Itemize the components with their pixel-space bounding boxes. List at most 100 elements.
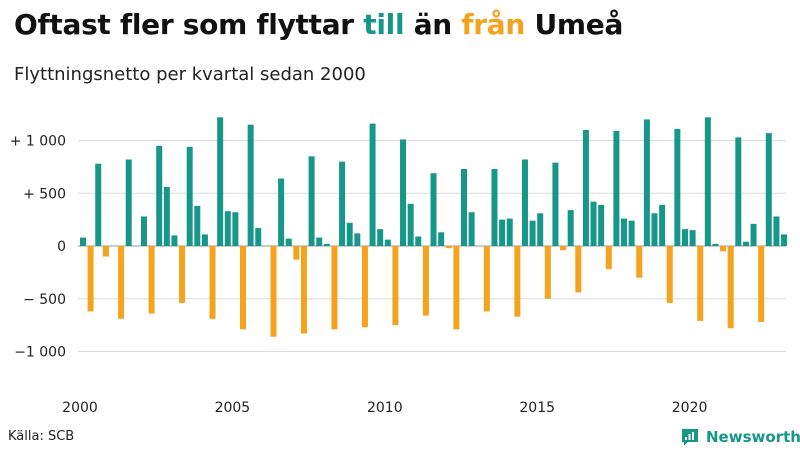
bar (346, 222, 353, 246)
bar (339, 161, 346, 246)
x-tick-label: 2010 (367, 400, 403, 416)
bars (80, 117, 788, 337)
y-tick-label: −1 000 (14, 345, 66, 361)
bar (163, 186, 170, 246)
bar (758, 246, 765, 322)
chart-title: Oftast fler som flyttar till än från Ume… (14, 2, 623, 48)
bar (445, 246, 452, 249)
title-suffix: Umeå (525, 8, 624, 41)
bar (369, 123, 376, 246)
bar (674, 128, 681, 246)
bar (384, 239, 391, 246)
bar (285, 238, 292, 246)
bar (316, 237, 323, 246)
bar (575, 246, 582, 293)
bar (140, 216, 147, 246)
bar (438, 232, 445, 246)
bar (704, 117, 711, 246)
y-axis-ticks: + 1 000 + 500 0 − 500 −1 000 (10, 134, 66, 361)
bar (483, 246, 490, 312)
y-tick-label: − 500 (23, 292, 66, 308)
bar (697, 246, 704, 321)
bar (148, 246, 155, 314)
bar (354, 233, 361, 246)
bar (422, 246, 429, 316)
x-tick-label: 2015 (519, 400, 555, 416)
bar (361, 246, 368, 328)
bar (270, 246, 277, 337)
bar (247, 124, 254, 246)
bar (407, 203, 414, 246)
bar (308, 156, 315, 246)
bar (224, 211, 231, 246)
bar (552, 162, 559, 246)
x-axis-ticks: 2000 2005 2010 2015 2020 (62, 400, 707, 416)
bar (765, 133, 772, 246)
bar (430, 173, 437, 246)
bar (643, 119, 650, 246)
bar (118, 246, 125, 319)
brand[interactable]: Newsworthy (680, 424, 800, 450)
bar (156, 145, 163, 246)
bar (689, 230, 696, 246)
bar (255, 228, 262, 246)
bar (712, 243, 719, 246)
bar (613, 131, 620, 246)
bar (636, 246, 643, 278)
brand-name: Newsworthy (706, 428, 800, 446)
bar (560, 246, 567, 251)
y-tick-label: + 500 (23, 186, 66, 202)
bar (102, 246, 109, 257)
title-out-word: från (461, 8, 526, 41)
bar (742, 241, 749, 246)
bar (392, 246, 399, 326)
bar (651, 213, 658, 246)
chart-subtitle: Flyttningsnetto per kvartal sedan 2000 (14, 64, 366, 85)
bar (499, 219, 506, 247)
bar (179, 246, 186, 303)
bar (735, 137, 742, 246)
bar-chart: + 1 000 + 500 0 − 500 −1 000 2000 2005 2010 201… (10, 117, 788, 416)
bar (582, 129, 589, 246)
bar (323, 243, 330, 246)
bar (278, 178, 285, 246)
bar (659, 204, 666, 246)
bar (240, 246, 247, 330)
title-middle: än (404, 8, 462, 41)
x-tick-label: 2020 (672, 400, 708, 416)
bar (171, 235, 178, 246)
bar (521, 159, 528, 246)
bar (331, 246, 338, 330)
bar (537, 213, 544, 246)
bar (468, 212, 475, 246)
bar (293, 246, 300, 260)
newsworthy-logo-icon (682, 429, 698, 446)
bar (598, 204, 605, 246)
y-tick-label: + 1 000 (10, 134, 66, 150)
bar (125, 159, 132, 246)
bar (529, 220, 536, 246)
bar (506, 218, 513, 246)
bar (80, 237, 86, 246)
bar (773, 216, 780, 246)
bar (491, 168, 498, 247)
bar (186, 146, 193, 246)
bar (621, 218, 628, 246)
bar (377, 229, 384, 246)
x-tick-label: 2005 (215, 400, 251, 416)
title-prefix: Oftast fler som flyttar (14, 8, 364, 41)
bar (87, 246, 94, 312)
bar (209, 246, 216, 319)
x-tick-label: 2000 (62, 400, 98, 416)
bar (781, 234, 788, 247)
bar (727, 246, 734, 329)
bar (95, 163, 102, 246)
bar (201, 234, 208, 247)
bar (194, 205, 201, 246)
bar (415, 236, 422, 246)
bar (567, 210, 574, 246)
bar (400, 139, 407, 246)
bar (217, 117, 224, 246)
bar (666, 246, 673, 303)
source-note: Källa: SCB (8, 429, 75, 444)
